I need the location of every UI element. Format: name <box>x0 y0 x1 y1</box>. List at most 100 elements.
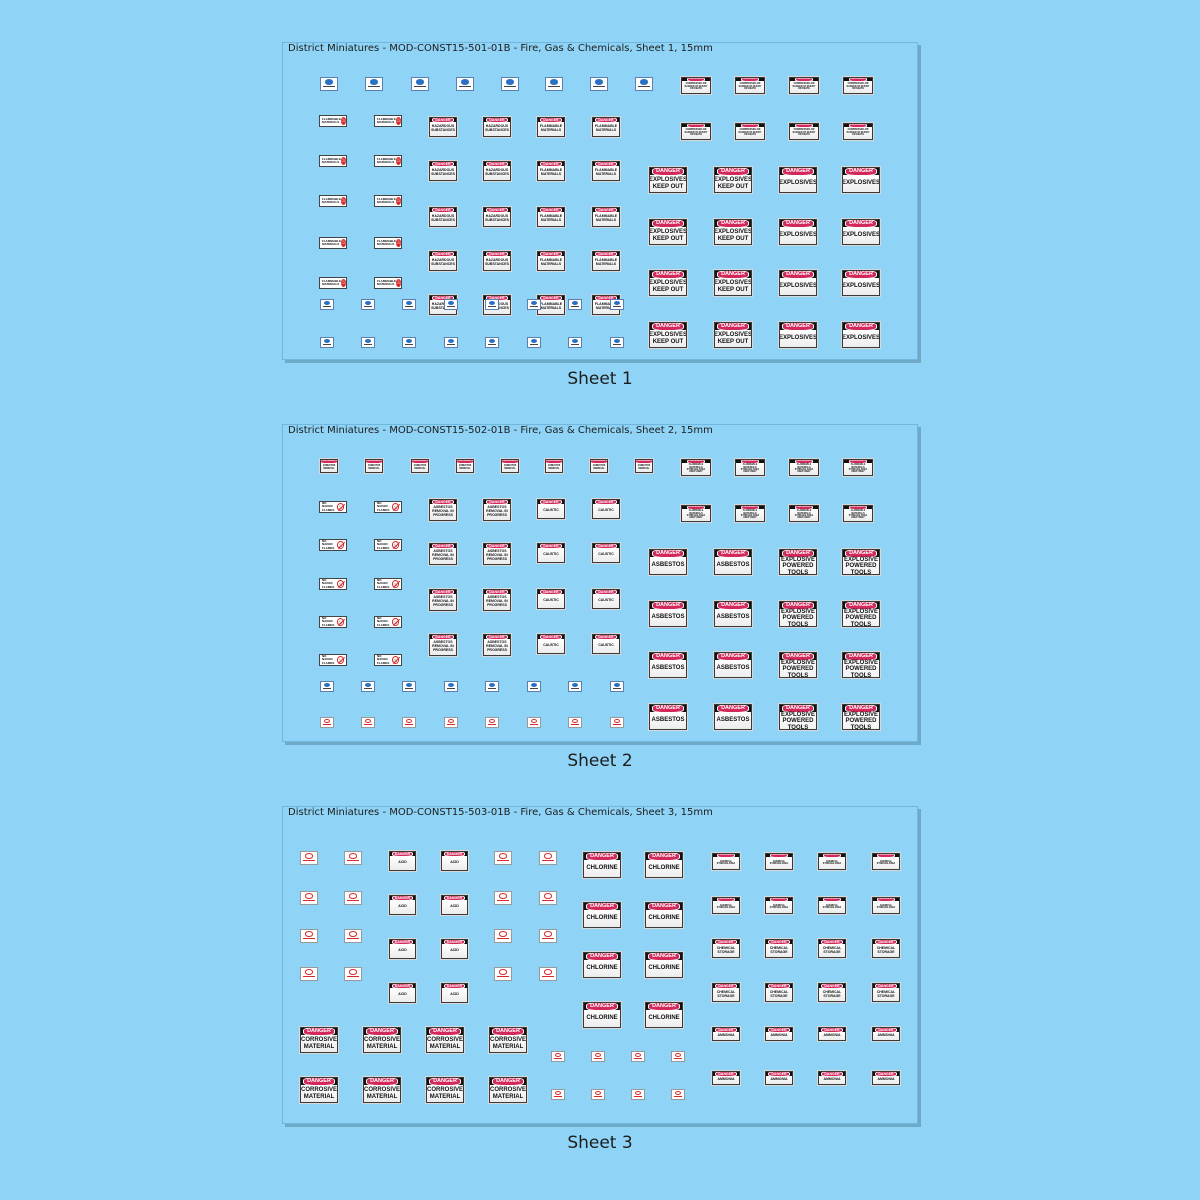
danger-sign: DANGER ASBESTOS <box>714 652 752 678</box>
danger-sign: DANGER ASBESTOS <box>649 549 687 575</box>
danger-sign: DANGER CHLORINE <box>645 1002 683 1028</box>
danger-sign: DANGER CHEMICAL STORAGE AREA <box>872 897 900 914</box>
danger-sign: DANGER FLAMMABLE MATERIALS STORAGE AREA K… <box>789 505 819 522</box>
danger-sign: DANGER CHLORINE <box>583 852 621 878</box>
danger-sign: DANGER FLAMMABLE MATERIALS <box>592 117 620 137</box>
danger-sign: DANGER CORROSIVE MATERIAL <box>489 1077 527 1103</box>
danger-sign: DANGER EXPLOSIVES <box>779 322 817 348</box>
danger-sign: DANGER ACID <box>441 939 468 959</box>
danger-sign: DANGER ASBESTOS REMOVAL <box>411 459 429 473</box>
danger-sign: DANGER CAUSTIC <box>592 634 620 654</box>
mandatory-sign <box>444 337 458 348</box>
danger-sign: DANGER FLAMMABLE MATERIALS <box>537 117 565 137</box>
prohibition-sign <box>320 717 334 728</box>
mandatory-sign <box>610 337 624 348</box>
no-naked-flames-sign: NO NAKED FLAMES ♨ <box>374 616 402 628</box>
danger-sign: DANGER FLAMMABLE MATERIALS STORAGE AREA K… <box>681 505 711 522</box>
flammable-materials-sign: FLAMMABLE MATERIALS ♨ <box>374 195 402 207</box>
prohibition-sign <box>494 967 512 981</box>
danger-sign: DANGER COMPRESSED AIR DANGER OF INJURY OR… <box>789 123 819 140</box>
danger-sign: DANGER FLAMMABLE MATERIALS <box>537 295 565 315</box>
prohibition-sign <box>591 1089 605 1100</box>
danger-sign: DANGER EXPLOSIVES KEEP OUT <box>649 167 687 193</box>
mandatory-sign <box>361 299 375 310</box>
prohibition-sign <box>539 967 557 981</box>
danger-sign: DANGER CHEMICAL STORAGE AREA <box>765 853 793 870</box>
mandatory-sign <box>361 681 375 692</box>
prohibition-sign <box>494 891 512 905</box>
danger-sign: DANGER ASBESTOS REMOVAL <box>365 459 383 473</box>
mandatory-sign <box>610 681 624 692</box>
no-naked-flames-sign: NO NAKED FLAMES ♨ <box>374 501 402 513</box>
danger-sign: DANGER CHEMICAL STORAGE AREA <box>818 897 846 914</box>
danger-sign: DANGER ASBESTOS <box>649 704 687 730</box>
prohibition-sign <box>631 1089 645 1100</box>
danger-sign: DANGER ACID <box>389 939 416 959</box>
danger-sign: DANGER CHEMICAL STORAGE <box>818 983 846 1002</box>
no-naked-flames-sign: NO NAKED FLAMES ♨ <box>319 501 347 513</box>
danger-sign: DANGER FLAMMABLE MATERIALS <box>537 251 565 271</box>
danger-sign: DANGER FLAMMABLE MATERIALS STORAGE AREA K… <box>735 459 765 476</box>
mandatory-sign <box>568 299 582 310</box>
no-naked-flames-sign: NO NAKED FLAMES ♨ <box>319 616 347 628</box>
danger-sign: DANGER COMPRESSED AIR DANGER OF INJURY OR… <box>789 77 819 94</box>
danger-sign: DANGER FLAMMABLE MATERIALS STORAGE AREA K… <box>735 505 765 522</box>
danger-sign: DANGER CORROSIVE MATERIAL <box>426 1027 464 1053</box>
danger-sign: DANGER ACID <box>389 983 416 1003</box>
danger-sign: DANGER EXPLOSIVES <box>842 219 880 245</box>
no-naked-flames-sign: NO NAKED FLAMES ♨ <box>319 578 347 590</box>
mandatory-sign <box>444 681 458 692</box>
flammable-materials-sign: FLAMMABLE MATERIALS ♨ <box>374 155 402 167</box>
mandatory-sign <box>402 299 416 310</box>
danger-sign: DANGER CAUSTIC <box>537 543 565 563</box>
danger-sign: DANGER FLAMMABLE MATERIALS <box>592 161 620 181</box>
danger-sign: DANGER ASBESTOS REMOVAL <box>635 459 653 473</box>
danger-sign: DANGER FLAMMABLE MATERIALS STORAGE AREA K… <box>789 459 819 476</box>
danger-sign: DANGER FLAMMABLE MATERIALS <box>592 207 620 227</box>
prohibition-sign <box>344 891 362 905</box>
danger-sign: DANGER FLAMMABLE MATERIALS <box>537 207 565 227</box>
mandatory-sign <box>485 337 499 348</box>
prohibition-sign <box>344 851 362 865</box>
prohibition-sign <box>539 929 557 943</box>
danger-sign: DANGER ASBESTOS <box>714 601 752 627</box>
danger-sign: DANGER FLAMMABLE MATERIALS <box>537 161 565 181</box>
danger-sign: DANGER ASBESTOS REMOVAL IN PROGRESS <box>429 499 457 521</box>
danger-sign: DANGER ASBESTOS <box>714 704 752 730</box>
no-naked-flames-sign: NO NAKED FLAMES ♨ <box>374 578 402 590</box>
danger-sign: DANGER COMPRESSED AIR DANGER OF INJURY OR… <box>735 123 765 140</box>
mandatory-sign <box>320 77 338 91</box>
mandatory-sign <box>568 337 582 348</box>
danger-sign: DANGER CHEMICAL STORAGE AREA <box>712 853 740 870</box>
danger-sign: DANGER CORROSIVE MATERIAL <box>300 1027 338 1053</box>
prohibition-sign <box>631 1051 645 1062</box>
mandatory-sign <box>635 77 653 91</box>
danger-sign: DANGER COMPRESSED AIR DANGER OF INJURY OR… <box>681 77 711 94</box>
prohibition-sign <box>671 1089 685 1100</box>
prohibition-sign <box>527 717 541 728</box>
danger-sign: DANGER CHEMICAL STORAGE AREA <box>818 853 846 870</box>
prohibition-sign <box>300 967 318 981</box>
mandatory-sign <box>527 299 541 310</box>
danger-sign: DANGER CAUSTIC <box>537 589 565 609</box>
danger-sign: DANGER CAUSTIC <box>592 589 620 609</box>
decal-sheet-3: District Miniatures - MOD-CONST15-503-01… <box>282 806 918 1124</box>
danger-sign: DANGER CAUSTIC <box>537 499 565 519</box>
flammable-materials-sign: FLAMMABLE MATERIALS ♨ <box>374 115 402 127</box>
flammable-materials-sign: FLAMMABLE MATERIALS ♨ <box>374 237 402 249</box>
flammable-materials-sign: FLAMMABLE MATERIALS ♨ <box>319 195 347 207</box>
danger-sign: DANGER ASBESTOS REMOVAL <box>320 459 338 473</box>
danger-sign: DANGER COMPRESSED AIR DANGER OF INJURY OR… <box>735 77 765 94</box>
danger-sign: DANGER AMMONIA <box>872 1071 900 1085</box>
mandatory-sign <box>527 337 541 348</box>
prohibition-sign <box>539 851 557 865</box>
danger-sign: DANGER CAUSTIC <box>592 543 620 563</box>
danger-sign: DANGER CHLORINE <box>645 952 683 978</box>
mandatory-sign <box>527 681 541 692</box>
flammable-materials-sign: FLAMMABLE MATERIALS ♨ <box>319 155 347 167</box>
